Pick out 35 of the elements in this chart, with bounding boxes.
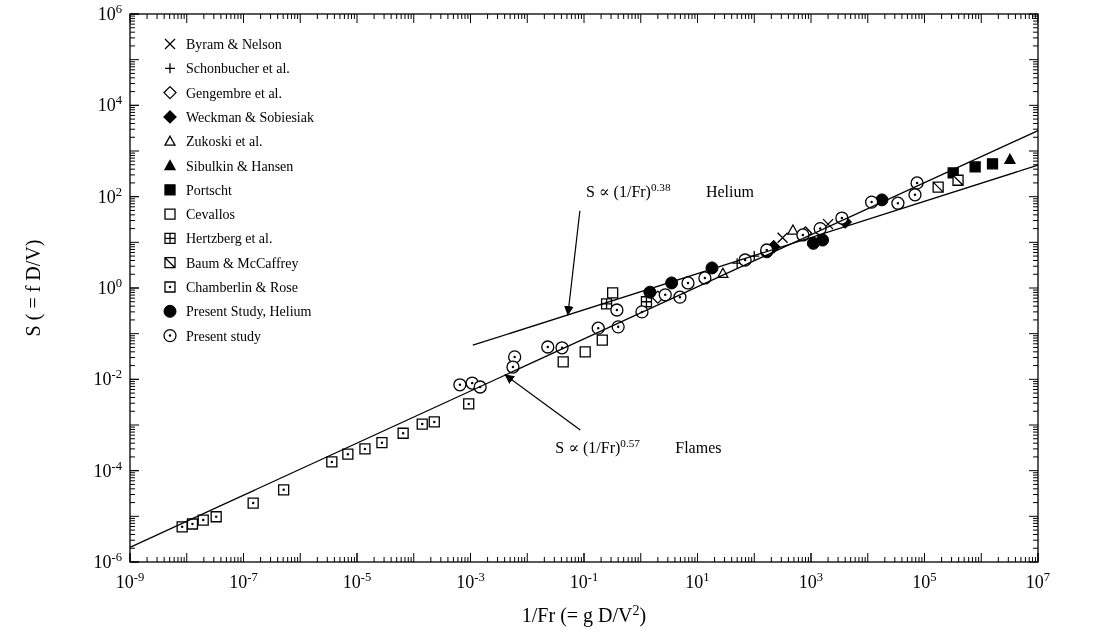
- x-tick-label: 10$^{-1}$: [569, 570, 599, 592]
- legend-label: Cevallos: [186, 207, 235, 223]
- legend-label: Chamberlin & Rose: [186, 280, 298, 295]
- y-tick-label: 10$^{0}$: [97, 276, 122, 298]
- y-tick-label: 10$^{-6}$: [93, 550, 122, 572]
- legend-label: Weckman & Sobiesiak: [186, 109, 314, 125]
- legend-label: Present study: [186, 328, 262, 344]
- y-tick-label: 10$^{2}$: [97, 184, 122, 207]
- annotation: S ∝ (1/Fr)$^{0.57}$: [555, 436, 641, 457]
- x-tick-label: 10$^{-9}$: [115, 570, 145, 592]
- x-tick-label: 10$^{3}$: [798, 570, 824, 592]
- legend-label: Portscht: [186, 182, 232, 198]
- y-tick-label: 10$^{-2}$: [93, 367, 122, 390]
- x-tick-label: 10$^{-5}$: [342, 570, 372, 592]
- x-tick-label: 10$^{5}$: [912, 570, 937, 592]
- x-tick-label: 10$^{7}$: [1025, 570, 1051, 592]
- y-tick-label: 10$^{-4}$: [93, 458, 123, 481]
- y-tick-label: 10$^{6}$: [97, 2, 122, 24]
- y-tick-label: 10$^{4}$: [97, 93, 123, 116]
- x-tick-label: 10$^{-3}$: [456, 570, 485, 592]
- legend-label: Byram & Nelson: [186, 37, 282, 52]
- legend-label: Gengembre et al.: [186, 85, 283, 101]
- x-axis-title: 1/Fr (= g D/V$^{2}$): [521, 602, 647, 627]
- annotation: Helium: [705, 182, 755, 200]
- legend-label: Schonbucher et al.: [186, 61, 290, 77]
- legend-label: Baum & McCaffrey: [186, 255, 299, 271]
- legend-label: Sibulkin & Hansen: [186, 158, 294, 174]
- annotation: Flames: [675, 438, 722, 456]
- annotation: S ∝ (1/Fr)$^{0.38}$: [585, 180, 671, 201]
- legend-label: Zukoski et al.: [186, 134, 263, 150]
- y-axis-title: S ( = f D/V): [22, 239, 45, 337]
- legend-label: Hertzberg et al.: [186, 231, 273, 247]
- legend-label: Present Study, Helium: [186, 304, 312, 320]
- x-tick-label: 10$^{-7}$: [229, 570, 258, 592]
- x-tick-label: 10$^{1}$: [685, 570, 710, 592]
